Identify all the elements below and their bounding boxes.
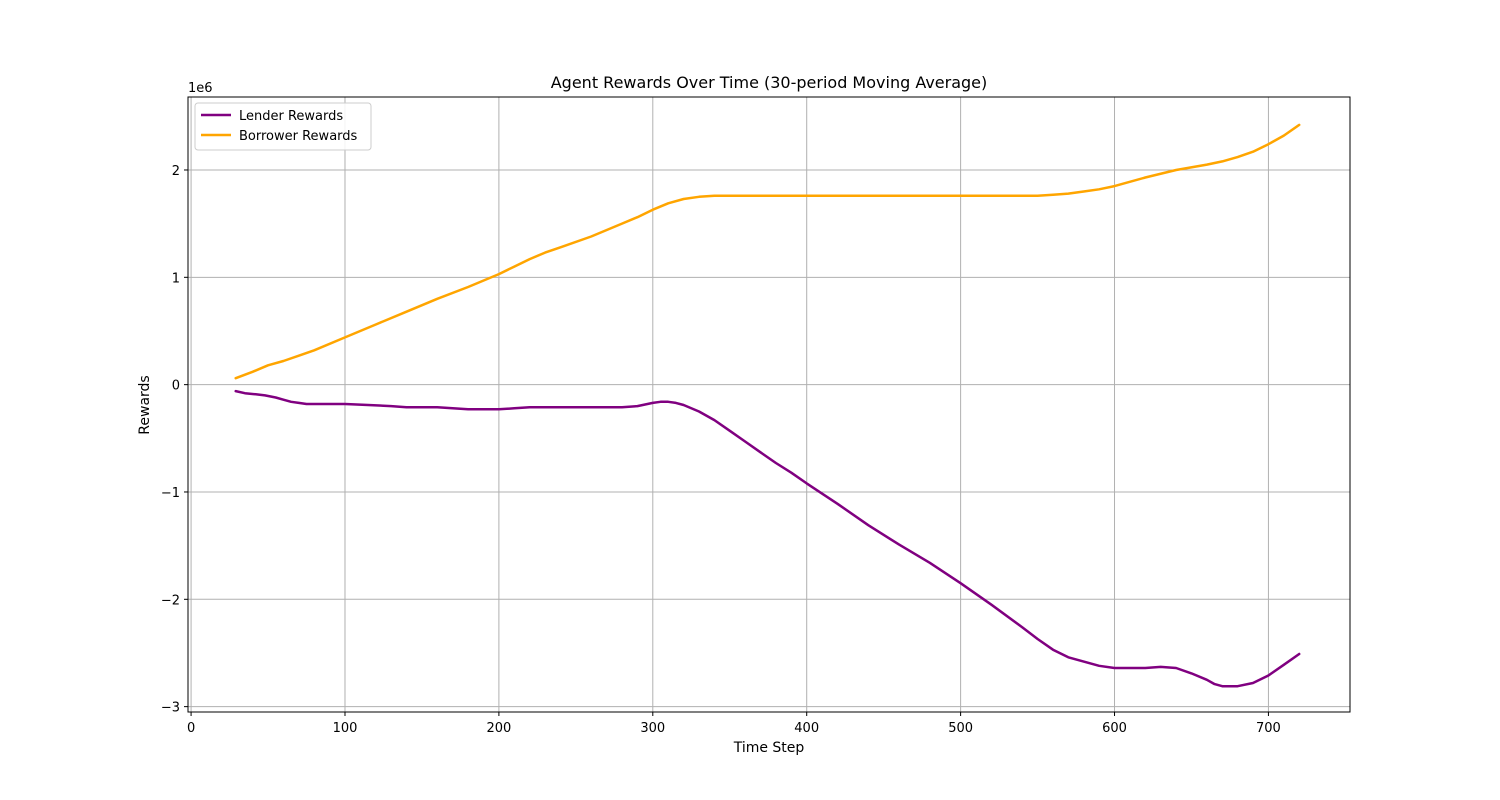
x-tick-label: 700: [1256, 721, 1281, 736]
borrower-rewards-line: [234, 123, 1301, 380]
x-tick-label: 0: [187, 721, 195, 736]
y-tick-label: −2: [161, 593, 180, 608]
y-tick-label: 2: [172, 164, 180, 179]
plot-area-frame: [187, 96, 1351, 713]
x-tick-label: 300: [640, 721, 665, 736]
axis-ticks: 0 100 200 300 400 500 600 700 −3 −2 −1 0 1 2: [161, 164, 1281, 736]
x-tick-label: 600: [1102, 721, 1127, 736]
y-tick-label: 0: [172, 379, 180, 394]
y-tick-label: −1: [161, 486, 180, 501]
x-tick-label: 400: [794, 721, 819, 736]
legend-label-borrower: Borrower Rewards: [239, 129, 358, 144]
y-scale-offset-label: 1e6: [188, 81, 213, 96]
series-lines: [234, 123, 1301, 688]
legend-label-lender: Lender Rewards: [239, 109, 343, 124]
x-tick-label: 500: [948, 721, 973, 736]
lender-rewards-line: [234, 389, 1301, 688]
y-tick-label: −3: [161, 701, 180, 716]
x-axis-label: Time Step: [733, 740, 805, 756]
x-tick-label: 200: [486, 721, 511, 736]
legend: Lender Rewards Borrower Rewards: [194, 102, 372, 151]
y-axis-label: Rewards: [137, 375, 153, 434]
y-tick-label: 1: [172, 271, 180, 286]
grid: [188, 97, 1350, 712]
legend-box: [194, 102, 372, 151]
chart-title: Agent Rewards Over Time (30-period Movin…: [551, 73, 988, 92]
x-tick-label: 100: [333, 721, 358, 736]
